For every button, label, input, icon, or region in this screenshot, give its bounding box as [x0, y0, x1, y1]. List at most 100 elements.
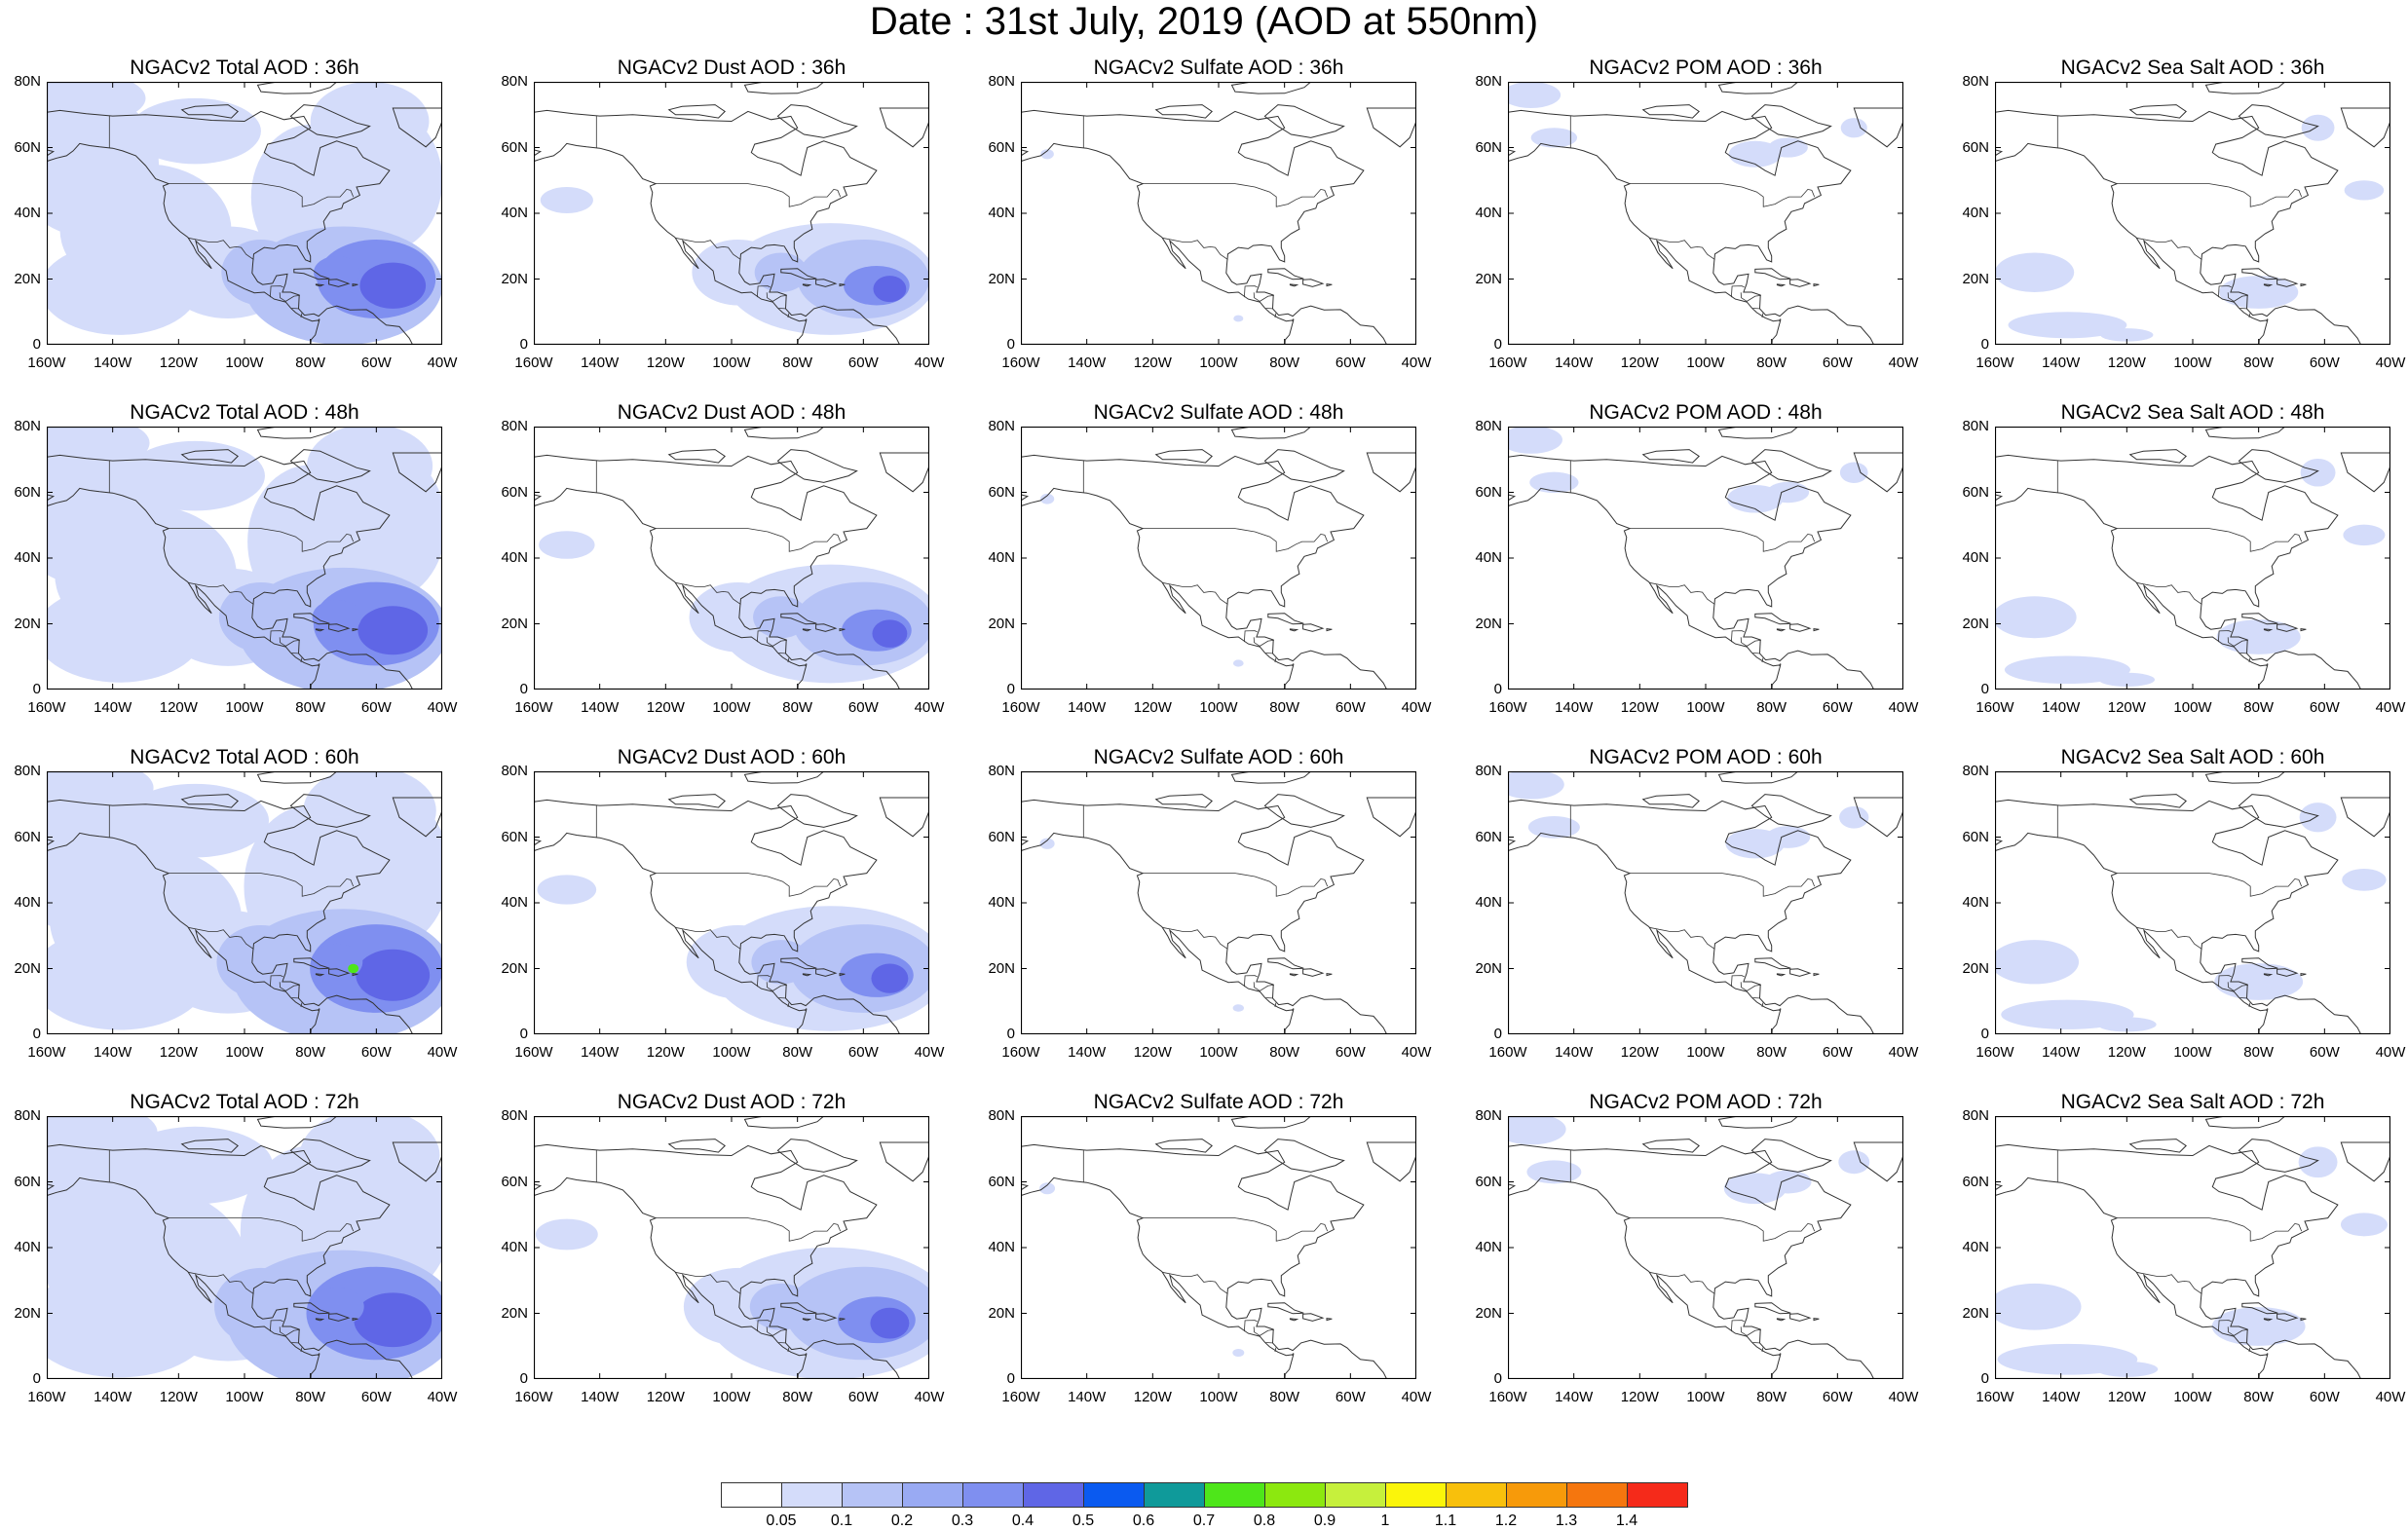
coastline	[1326, 1318, 1333, 1322]
lon-tick-label: 140W	[1068, 355, 1107, 371]
lon-tick-label: 40W	[427, 355, 458, 371]
lon-tick-label: 160W	[27, 699, 66, 716]
coastline	[1853, 452, 1903, 493]
lat-tick-label: 80N	[1962, 418, 1989, 434]
map-panel: NGACv2 Total AOD : 72h 80N 60N 40N 20N 0 160W 1…	[0, 1087, 481, 1432]
lon-tick-label: 140W	[1555, 1389, 1594, 1405]
country-border	[1630, 1217, 1816, 1242]
coastline	[1154, 104, 1213, 119]
coastline	[2204, 427, 2286, 439]
country-border	[766, 292, 787, 302]
lat-tick-label: 20N	[501, 959, 528, 977]
lat-tick-label: 60N	[14, 138, 41, 156]
colorbar	[721, 1482, 1688, 1510]
panel-title: NGACv2 POM AOD : 60h	[1589, 746, 1823, 768]
aod-shading	[357, 606, 429, 655]
lat-tick-label: 0	[519, 681, 528, 697]
lon-tick-label: 120W	[159, 355, 198, 371]
lat-tick-label: 40N	[988, 205, 1015, 221]
aod-shading	[299, 1116, 440, 1203]
lon-tick-label: 100W	[1686, 699, 1725, 716]
aod-shading	[872, 619, 908, 648]
lon-tick-label: 160W	[1975, 699, 2014, 716]
lon-tick-label: 60W	[1335, 699, 1366, 716]
country-border	[787, 1002, 790, 1008]
coastline	[352, 283, 358, 287]
country-border	[1162, 926, 1228, 950]
aod-shading	[2097, 1017, 2157, 1032]
country-border	[2136, 237, 2202, 260]
panel-title: NGACv2 Sea Salt AOD : 60h	[2060, 746, 2325, 768]
colorbar-swatch	[962, 1482, 1024, 1508]
aod-shading	[1768, 137, 1808, 158]
panel-title: NGACv2 Dust AOD : 48h	[617, 401, 847, 424]
coastline	[839, 283, 846, 287]
map-frame	[533, 426, 930, 691]
lat-tick-label: 0	[32, 336, 41, 353]
country-border	[1731, 285, 1745, 298]
lon-tick-label: 40W	[2375, 355, 2406, 371]
coastline	[1289, 283, 1299, 287]
lon-tick-label: 120W	[1620, 699, 1659, 716]
coastline	[328, 968, 351, 977]
country-border	[2227, 1326, 2248, 1336]
coastline	[743, 1116, 825, 1129]
lon-tick-label: 120W	[1133, 1044, 1172, 1061]
coastline	[2263, 628, 2274, 632]
coastline	[1267, 957, 1304, 970]
lat-tick-label: 80N	[1475, 73, 1502, 90]
lat-tick-label: 40N	[988, 549, 1015, 566]
aod-shading	[216, 924, 306, 999]
lon-tick-label: 60W	[2309, 1044, 2340, 1061]
lon-tick-label: 140W	[2042, 1044, 2081, 1061]
lon-tick-label: 120W	[2107, 355, 2146, 371]
aod-shading	[871, 963, 909, 993]
coastline	[1717, 427, 1799, 439]
lat-tick-label: 80N	[988, 763, 1015, 779]
country-border	[317, 1008, 320, 1011]
lon-tick-label: 100W	[2173, 1044, 2212, 1061]
aod-map	[1994, 81, 2391, 346]
aod-shading	[348, 963, 359, 974]
lat-tick-label: 0	[519, 1370, 528, 1387]
country-border	[169, 528, 355, 552]
coastline	[293, 268, 330, 280]
colorbar-swatch	[1023, 1482, 1084, 1508]
lon-tick-label: 100W	[225, 355, 264, 371]
lon-tick-label: 100W	[225, 1389, 264, 1405]
lat-tick-label: 20N	[1475, 1304, 1502, 1322]
aod-shading	[539, 531, 595, 559]
country-border	[2265, 1353, 2269, 1356]
country-border	[1731, 975, 1745, 988]
lon-tick-label: 40W	[1401, 1389, 1432, 1405]
lon-tick-label: 80W	[1756, 1389, 1787, 1405]
coastline	[1717, 771, 1799, 784]
lon-tick-label: 120W	[159, 1044, 198, 1061]
coastline	[2238, 1139, 2319, 1173]
map-frame	[1994, 426, 2391, 691]
lon-tick-label: 80W	[2243, 699, 2275, 716]
lon-tick-label: 60W	[1335, 1389, 1366, 1405]
lon-tick-label: 80W	[2243, 355, 2275, 371]
lon-tick-label: 40W	[2375, 1389, 2406, 1405]
country-border	[1740, 982, 1761, 991]
lat-tick-label: 0	[32, 1026, 41, 1042]
panel-title: NGACv2 POM AOD : 72h	[1589, 1091, 1823, 1113]
coastline	[815, 279, 838, 287]
map-panel: NGACv2 Sulfate AOD : 48h 80N 60N 40N 20N 0 160…	[974, 397, 1455, 742]
coastline	[1641, 104, 1700, 119]
map-panel: NGACv2 Dust AOD : 36h 80N 60N 40N 20N 0 160W 14…	[487, 53, 968, 397]
country-border	[1649, 1271, 1715, 1294]
country-border	[1291, 663, 1295, 666]
aod-shading	[873, 276, 907, 303]
map-panel: NGACv2 Total AOD : 36h 80N 60N 40N 20N 0 160W 1…	[0, 53, 481, 397]
coastline	[2263, 283, 2274, 287]
aod-shading	[1508, 82, 1561, 108]
country-border	[2218, 630, 2232, 643]
lat-tick-label: 20N	[988, 959, 1015, 977]
lon-tick-label: 120W	[159, 699, 198, 716]
lat-tick-label: 60N	[1475, 483, 1502, 501]
coastline	[1154, 794, 1213, 808]
coastline	[352, 628, 358, 632]
aod-map	[1994, 1115, 2391, 1380]
